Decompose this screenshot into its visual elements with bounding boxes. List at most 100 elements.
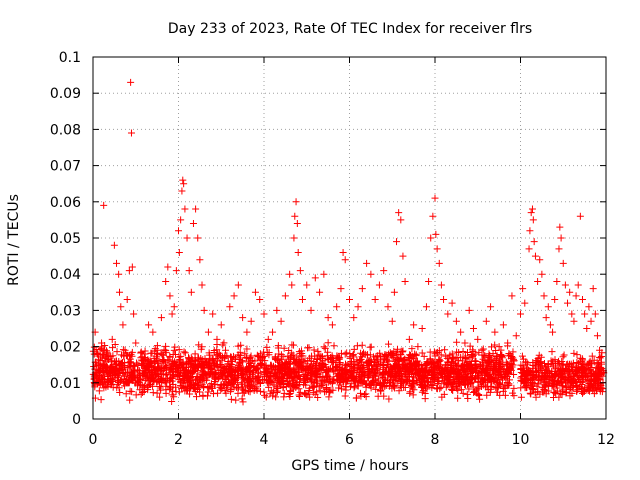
data-point bbox=[311, 352, 319, 360]
data-point bbox=[256, 369, 264, 377]
data-point bbox=[119, 346, 127, 354]
data-point bbox=[597, 358, 605, 366]
data-point bbox=[132, 339, 140, 347]
data-point bbox=[586, 365, 594, 373]
data-point bbox=[562, 367, 570, 375]
data-point bbox=[399, 252, 407, 260]
data-point bbox=[367, 270, 375, 278]
data-point bbox=[493, 388, 501, 396]
data-point bbox=[253, 351, 261, 359]
data-point bbox=[433, 349, 441, 357]
data-point bbox=[181, 349, 189, 357]
data-point bbox=[194, 361, 202, 369]
data-point bbox=[455, 357, 463, 365]
data-point bbox=[202, 359, 210, 367]
data-point bbox=[452, 317, 460, 325]
data-point bbox=[166, 292, 174, 300]
data-point bbox=[568, 310, 576, 318]
data-point bbox=[341, 256, 349, 264]
data-point bbox=[335, 384, 343, 392]
data-point bbox=[217, 366, 225, 374]
data-point bbox=[247, 317, 255, 325]
data-point bbox=[271, 366, 279, 374]
data-point bbox=[501, 391, 509, 399]
data-point bbox=[359, 349, 367, 357]
data-point bbox=[220, 339, 228, 347]
data-point bbox=[534, 373, 542, 381]
data-point bbox=[465, 385, 473, 393]
data-point bbox=[209, 384, 217, 392]
data-point bbox=[91, 383, 99, 391]
data-point bbox=[314, 347, 322, 355]
data-point bbox=[290, 234, 298, 242]
data-point bbox=[193, 393, 201, 401]
data-point bbox=[320, 343, 328, 351]
data-point bbox=[453, 369, 461, 377]
data-point bbox=[226, 303, 234, 311]
data-point bbox=[365, 361, 373, 369]
data-point bbox=[210, 364, 218, 372]
data-point bbox=[535, 376, 543, 384]
data-point bbox=[244, 358, 252, 366]
data-point bbox=[129, 367, 137, 375]
data-point bbox=[137, 381, 145, 389]
data-point bbox=[534, 277, 542, 285]
data-point bbox=[483, 391, 491, 399]
data-point bbox=[306, 384, 314, 392]
data-point bbox=[358, 341, 366, 349]
data-point bbox=[438, 393, 446, 401]
data-point bbox=[380, 379, 388, 387]
data-point bbox=[588, 352, 596, 360]
data-point bbox=[517, 310, 524, 318]
data-point bbox=[169, 371, 177, 379]
data-point bbox=[125, 376, 133, 384]
data-point bbox=[527, 381, 535, 389]
data-point bbox=[273, 388, 281, 396]
data-point bbox=[459, 389, 467, 397]
data-point bbox=[341, 392, 349, 400]
data-point bbox=[313, 377, 321, 385]
data-point bbox=[128, 388, 136, 396]
data-point bbox=[484, 357, 492, 365]
data-point bbox=[175, 376, 183, 384]
data-point bbox=[430, 376, 438, 384]
data-point bbox=[95, 360, 103, 368]
data-point bbox=[151, 369, 159, 377]
data-point bbox=[290, 366, 298, 374]
data-point bbox=[424, 358, 432, 366]
data-point bbox=[491, 367, 499, 375]
data-point bbox=[482, 383, 490, 391]
data-point bbox=[330, 342, 338, 350]
data-point bbox=[358, 285, 366, 293]
data-point bbox=[342, 366, 350, 374]
data-point bbox=[153, 389, 161, 397]
data-point bbox=[538, 270, 546, 278]
data-point bbox=[220, 380, 228, 388]
data-point bbox=[597, 384, 605, 392]
data-point bbox=[553, 380, 561, 388]
data-point bbox=[421, 368, 429, 376]
data-point bbox=[122, 376, 130, 384]
data-point bbox=[272, 393, 280, 401]
data-point bbox=[198, 281, 206, 289]
data-point bbox=[95, 372, 103, 380]
data-point bbox=[442, 383, 450, 391]
data-point bbox=[328, 321, 336, 329]
data-point bbox=[574, 281, 582, 289]
data-point bbox=[495, 343, 503, 351]
data-point bbox=[569, 383, 577, 391]
data-point bbox=[593, 332, 601, 340]
data-point bbox=[454, 380, 462, 388]
data-point bbox=[129, 361, 137, 369]
data-point bbox=[121, 346, 129, 354]
data-point bbox=[421, 377, 429, 385]
data-point bbox=[461, 376, 469, 384]
data-point bbox=[528, 375, 536, 383]
data-point bbox=[180, 366, 188, 374]
data-point bbox=[177, 352, 185, 360]
data-point bbox=[164, 263, 172, 271]
data-point bbox=[363, 259, 371, 267]
data-point bbox=[566, 288, 574, 296]
data-point bbox=[486, 388, 494, 396]
